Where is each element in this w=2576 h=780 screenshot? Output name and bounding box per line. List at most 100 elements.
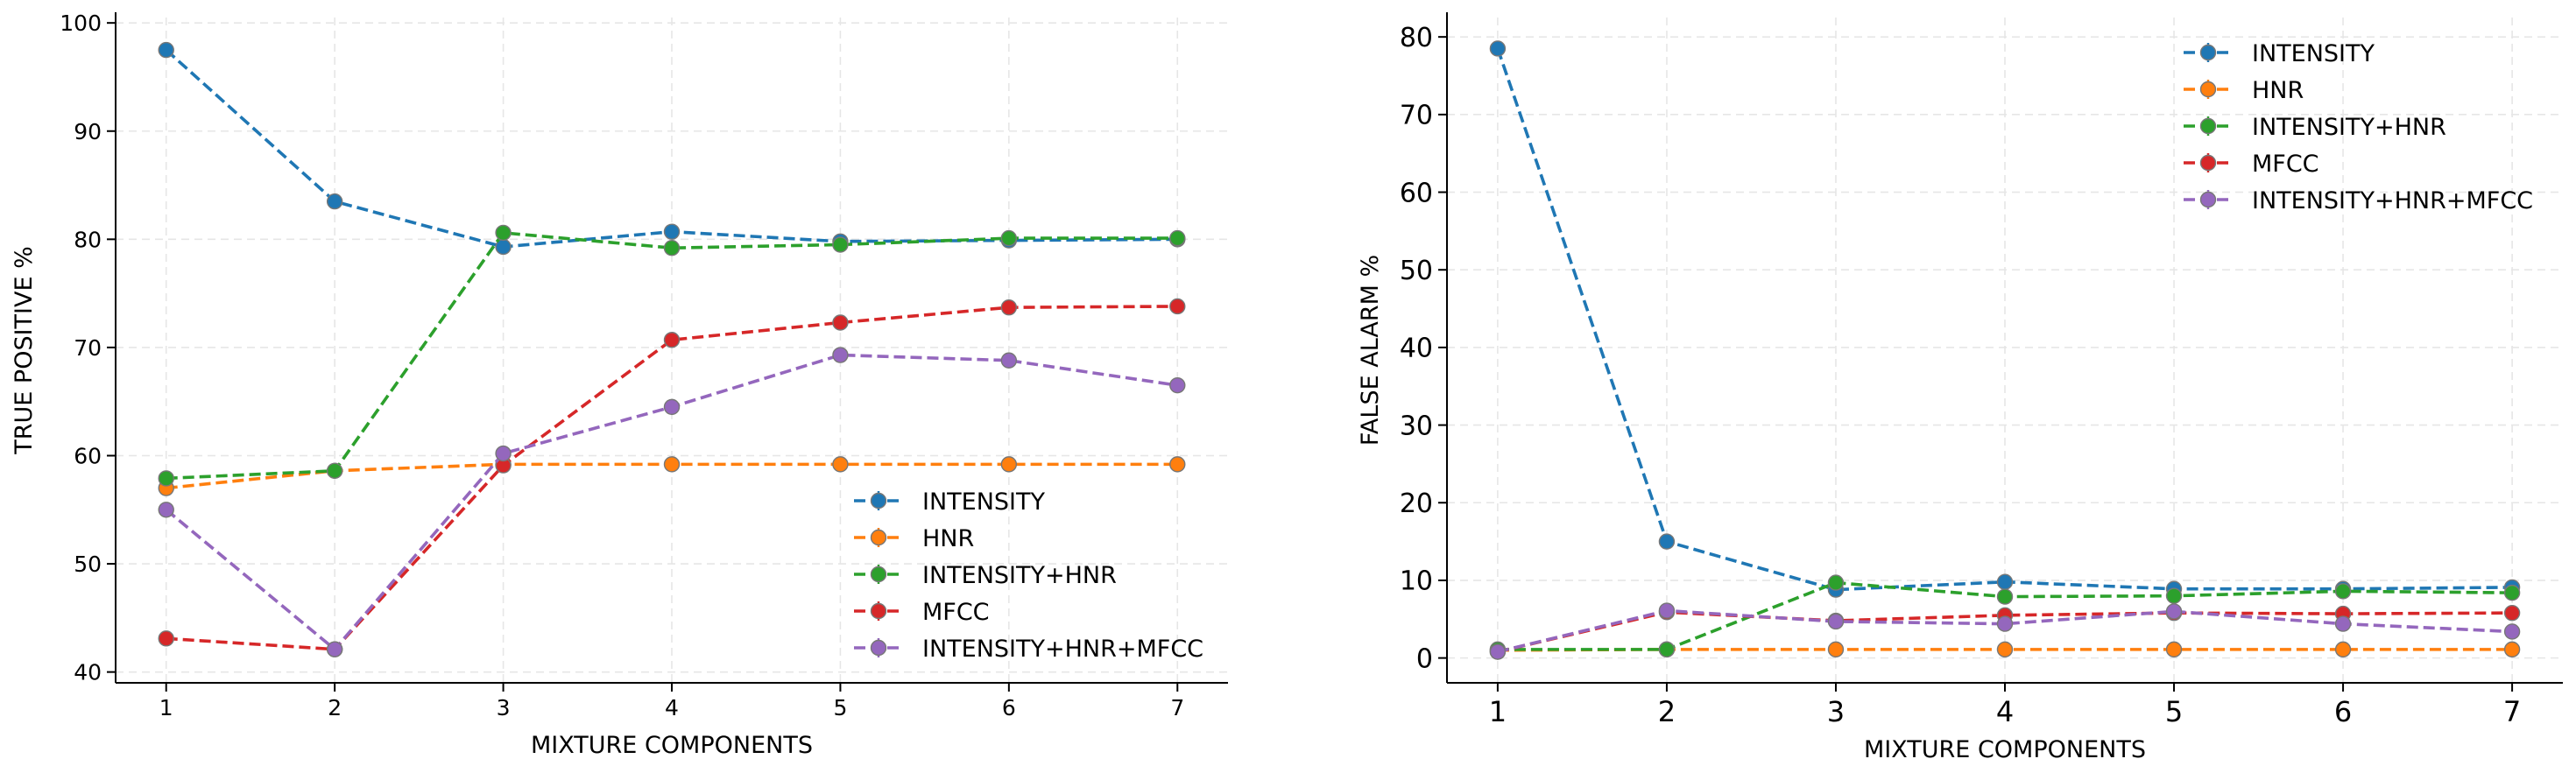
data-point <box>158 41 174 59</box>
legend-label: MFCC <box>2252 151 2319 178</box>
x-axis-label: MIXTURE COMPONENTS <box>1864 736 2146 763</box>
y-axis-label: TRUE POSITIVE % <box>11 246 38 455</box>
grid <box>116 18 1228 683</box>
data-point <box>495 224 512 242</box>
legend-marker <box>870 639 887 657</box>
x-tick-label: 7 <box>2503 695 2521 728</box>
data-point <box>2334 583 2352 600</box>
data-point <box>1169 229 1186 247</box>
x-tick-label: 7 <box>1170 695 1184 720</box>
data-point <box>2165 641 2183 658</box>
data-point <box>1000 229 1018 247</box>
legend-marker <box>2199 154 2217 172</box>
y-tick-label: 60 <box>1400 178 1433 208</box>
data-point <box>2503 584 2521 601</box>
data-point <box>832 314 849 331</box>
data-point <box>1658 641 1676 658</box>
data-point <box>158 470 174 487</box>
legend: INTENSITY HNR INTENSITY+HNR MFCC INTENSITY+H… <box>2184 40 2533 214</box>
legend-label: INTENSITY+HNR <box>2252 114 2446 141</box>
true-positive-chart: 1 2 3 4 5 6 7 40 50 60 70 80 90 100 MIXTURE COMPONENTS… <box>11 11 1228 759</box>
data-point <box>1000 352 1018 369</box>
legend-label: HNR <box>2252 77 2304 104</box>
series-intensity-hnr-mfcc <box>158 347 1186 657</box>
legend-marker <box>2199 44 2217 61</box>
data-point <box>1827 613 1845 630</box>
x-tick-label: 6 <box>2334 695 2352 728</box>
x-axis-label: MIXTURE COMPONENTS <box>531 732 813 759</box>
data-point <box>326 462 343 479</box>
y-tick-label: 80 <box>74 227 102 252</box>
data-point <box>2334 641 2352 658</box>
data-point <box>326 641 343 657</box>
data-point <box>2503 641 2521 658</box>
grid <box>1447 18 2563 683</box>
legend-marker <box>870 602 887 620</box>
data-point <box>158 502 174 518</box>
y-tick-label: 100 <box>60 11 102 36</box>
data-point <box>663 398 681 416</box>
data-point <box>1658 533 1676 550</box>
y-tick-label: 70 <box>1400 101 1433 131</box>
y-tick-label: 20 <box>1400 488 1433 519</box>
legend-label: INTENSITY <box>2252 40 2375 67</box>
series-hnr <box>1489 641 2521 658</box>
x-tick-label: 1 <box>159 695 173 720</box>
legend-label: INTENSITY+HNR <box>922 562 1117 589</box>
legend-marker <box>2199 117 2217 135</box>
data-point <box>832 236 849 253</box>
data-point <box>2165 587 2183 604</box>
data-point <box>1489 40 1507 57</box>
legend-marker <box>2199 191 2217 208</box>
data-point <box>1169 376 1186 394</box>
y-tick-label: 90 <box>74 119 102 144</box>
y-axis-label: FALSE ALARM % <box>1357 255 1384 446</box>
legend-marker <box>870 566 887 583</box>
data-point <box>663 223 681 240</box>
data-point <box>832 456 849 473</box>
legend-label: INTENSITY+HNR+MFCC <box>2252 187 2533 214</box>
data-point <box>1827 574 1845 591</box>
y-tick-label: 50 <box>1400 256 1433 286</box>
x-tick-label: 5 <box>2165 695 2183 728</box>
data-point <box>158 630 174 647</box>
data-point <box>1827 641 1845 658</box>
data-point <box>326 193 343 210</box>
x-tick-label: 1 <box>1489 695 1507 728</box>
x-tick-label: 4 <box>665 695 679 720</box>
x-tick-label: 2 <box>1658 695 1676 728</box>
legend-marker <box>870 492 887 509</box>
data-point <box>663 332 681 348</box>
y-tick-label: 40 <box>1400 334 1433 364</box>
y-tick-label: 80 <box>1400 23 1433 53</box>
y-tick-label: 70 <box>74 335 102 361</box>
x-tick-label: 3 <box>497 695 511 720</box>
data-point <box>663 240 681 256</box>
data-point <box>495 445 512 462</box>
y-tick-label: 40 <box>74 660 102 685</box>
y-tick-label: 0 <box>1416 643 1433 674</box>
data-point <box>1000 456 1018 473</box>
data-point <box>1489 643 1507 660</box>
data-point <box>1996 615 2014 632</box>
y-tick-label: 30 <box>1400 411 1433 441</box>
data-point <box>2165 603 2183 620</box>
y-tick-label: 60 <box>74 443 102 468</box>
legend-label: INTENSITY+HNR+MFCC <box>922 636 1203 663</box>
data-point <box>1996 573 2014 590</box>
legend-label: MFCC <box>922 599 990 626</box>
data-point <box>2503 623 2521 640</box>
data-point <box>1169 456 1186 473</box>
data-point <box>2334 615 2352 632</box>
data-point <box>1000 299 1018 316</box>
data-point <box>2503 604 2521 622</box>
data-point <box>1169 298 1186 315</box>
data-point <box>1658 602 1676 619</box>
x-tick-label: 6 <box>1002 695 1016 720</box>
x-tick-label: 2 <box>328 695 342 720</box>
legend-marker <box>2199 81 2217 98</box>
series-intensity-hnr <box>158 224 1186 487</box>
x-tick-label: 5 <box>833 695 847 720</box>
data-point <box>1996 588 2014 605</box>
